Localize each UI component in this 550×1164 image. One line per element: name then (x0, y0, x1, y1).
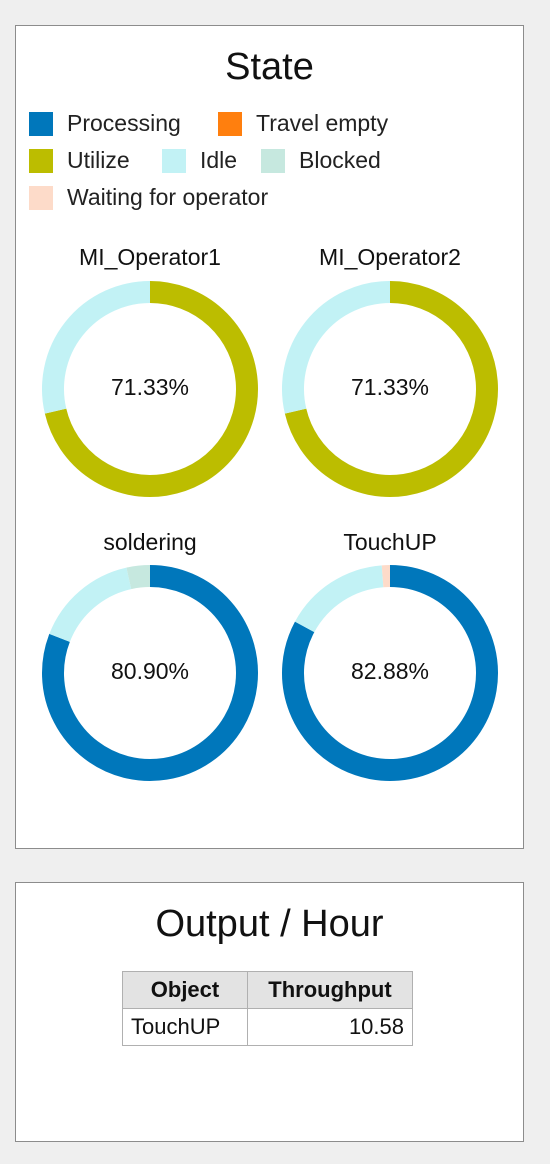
throughput-table: Object Throughput TouchUP 10.58 (122, 971, 413, 1046)
legend-item-utilize: Utilize (29, 147, 130, 174)
legend-label-utilize: Utilize (67, 147, 130, 173)
donut-value-soldering: 80.90% (110, 658, 189, 684)
donut-segment-processing (42, 565, 258, 781)
donut-chart-mi-operator2 (282, 281, 498, 497)
donut-segment-idle (282, 281, 391, 414)
donut-label-mi-operator1: MI_Operator1 (79, 244, 221, 270)
legend-item-waiting-for-operator: Waiting for operator (29, 184, 268, 211)
table-cell-object: TouchUP (122, 1008, 248, 1046)
donut-label-touchup: TouchUP (343, 529, 437, 555)
legend-label-travel-empty: Travel empty (256, 110, 389, 136)
donut-segment-idle (49, 567, 132, 643)
donut-label-mi-operator2: MI_Operator2 (319, 244, 461, 270)
legend-item-blocked: Blocked (261, 147, 381, 174)
donut-segment-utilize (284, 281, 498, 497)
state-title: State (225, 46, 314, 88)
table-header-row: Object Throughput (122, 971, 413, 1009)
legend-item-idle: Idle (162, 147, 237, 174)
donut-value-mi-operator2: 71.33% (350, 374, 429, 400)
donut-label-soldering: soldering (103, 529, 197, 555)
column-header-object: Object (122, 971, 248, 1009)
legend-swatch-travel-empty (218, 111, 242, 136)
state-panel: State Processing Travel empty Utilize Id… (15, 25, 524, 849)
legend-swatch-waiting-for-operator (29, 185, 53, 210)
donut-value-touchup: 82.88% (350, 658, 429, 684)
donut-segment-processing (282, 565, 498, 781)
legend-label-waiting-for-operator: Waiting for operator (67, 184, 269, 210)
legend-swatch-utilize (29, 148, 53, 173)
legend-label-blocked: Blocked (299, 147, 381, 173)
donut-chart-mi-operator1 (42, 281, 258, 497)
table-row: TouchUP 10.58 (122, 1008, 413, 1046)
donut-segment-utilize (44, 281, 258, 497)
donut-chart-touchup (282, 565, 498, 781)
donut-segment-idle (294, 565, 384, 633)
donut-segment-idle (42, 281, 151, 414)
legend-label-processing: Processing (67, 110, 181, 136)
legend-item-processing: Processing (29, 110, 181, 137)
column-header-throughput: Throughput (247, 971, 413, 1009)
output-title: Output / Hour (155, 903, 384, 945)
output-panel: Output / Hour Object Throughput TouchUP … (15, 882, 524, 1142)
donut-segment-blocked (126, 565, 151, 590)
donut-chart-soldering (42, 565, 258, 781)
legend-swatch-blocked (261, 148, 285, 173)
legend-swatch-processing (29, 111, 53, 136)
donut-value-mi-operator1: 71.33% (110, 374, 189, 400)
table-cell-throughput: 10.58 (247, 1008, 413, 1046)
legend-item-travel-empty: Travel empty (218, 110, 388, 137)
legend-label-idle: Idle (200, 147, 238, 173)
legend-swatch-idle (162, 148, 186, 173)
